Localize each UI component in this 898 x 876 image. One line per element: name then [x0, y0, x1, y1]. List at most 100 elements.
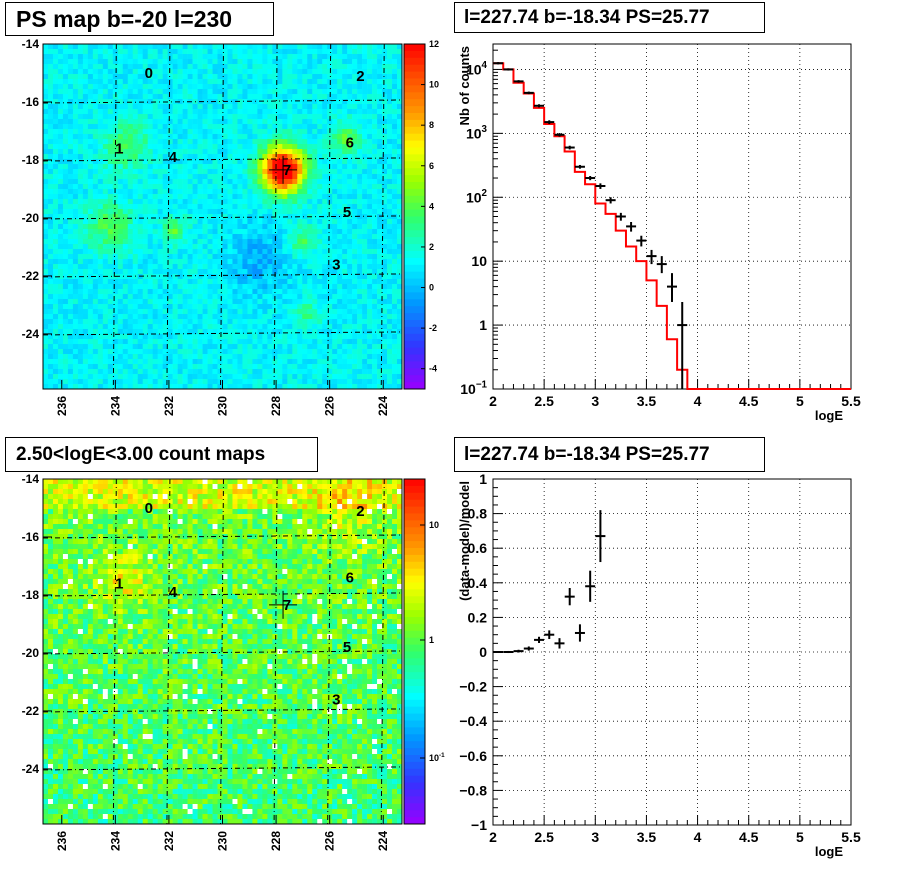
heatmap-cell: [78, 74, 83, 79]
heatmap-cell: [58, 369, 63, 374]
heatmap-cell: [208, 49, 213, 54]
heatmap-cell: [188, 59, 193, 64]
heatmap-cell: [342, 169, 347, 174]
heatmap-cell: [48, 359, 53, 364]
heatmap-cell: [113, 229, 118, 234]
heatmap-cell: [262, 309, 267, 314]
heatmap-cell: [377, 59, 382, 64]
heatmap-cell: [83, 279, 88, 284]
heatmap-cell: [322, 174, 327, 179]
heatmap-cell: [63, 194, 68, 199]
heatmap-cell: [242, 204, 247, 209]
heatmap-cell: [198, 374, 203, 379]
heatmap-cell: [312, 234, 317, 239]
heatmap-cell: [242, 259, 247, 264]
heatmap-cell: [58, 74, 63, 79]
heatmap-cell: [163, 259, 168, 264]
heatmap-cell: [297, 54, 302, 59]
heatmap-cell: [198, 234, 203, 239]
heatmap-cell: [208, 184, 213, 189]
heatmap-cell: [63, 109, 68, 114]
heatmap-cell: [342, 239, 347, 244]
heatmap-cell: [232, 194, 237, 199]
heatmap-cell: [232, 149, 237, 154]
heatmap-cell: [98, 184, 103, 189]
heatmap-cell: [352, 344, 357, 349]
heatmap-cell: [267, 124, 272, 129]
heatmap-cell: [337, 279, 342, 284]
heatmap-cell: [138, 184, 143, 189]
heatmap-cell: [277, 289, 282, 294]
heatmap-cell: [63, 264, 68, 269]
heatmap-cell: [377, 64, 382, 69]
heatmap-cell: [63, 59, 68, 64]
heatmap-cell: [382, 344, 387, 349]
heatmap-cell: [342, 179, 347, 184]
heatmap-cell: [128, 354, 133, 359]
heatmap-cell: [332, 114, 337, 119]
heatmap-cell: [322, 69, 327, 74]
heatmap-cell: [262, 299, 267, 304]
heatmap-cell: [292, 74, 297, 79]
heatmap-cell: [208, 154, 213, 159]
heatmap-cell: [93, 344, 98, 349]
heatmap-cell: [362, 129, 367, 134]
heatmap-cell: [312, 379, 317, 384]
heatmap-cell: [198, 89, 203, 94]
heatmap-cell: [108, 69, 113, 74]
heatmap-cell: [317, 84, 322, 89]
heatmap-cell: [128, 364, 133, 369]
heatmap-cell: [297, 74, 302, 79]
heatmap-cell: [63, 349, 68, 354]
heatmap-cell: [347, 174, 352, 179]
heatmap-cell: [287, 189, 292, 194]
heatmap-cell: [118, 114, 123, 119]
heatmap-cell: [342, 89, 347, 94]
heatmap-cell: [133, 104, 138, 109]
heatmap-cell: [93, 189, 98, 194]
heatmap-cell: [237, 304, 242, 309]
heatmap-cell: [218, 269, 223, 274]
heatmap-cell: [297, 139, 302, 144]
heatmap-cell: [272, 359, 277, 364]
heatmap-cell: [307, 374, 312, 379]
heatmap-cell: [133, 369, 138, 374]
heatmap-cell: [48, 249, 53, 254]
heatmap-cell: [227, 349, 232, 354]
heatmap-cell: [203, 229, 208, 234]
heatmap-cell: [347, 324, 352, 329]
heatmap-cell: [232, 334, 237, 339]
heatmap-cell: [257, 74, 262, 79]
heatmap-cell: [223, 204, 228, 209]
heatmap-cell: [198, 104, 203, 109]
heatmap-cell: [68, 219, 73, 224]
heatmap-cell: [277, 264, 282, 269]
heatmap-cell: [367, 239, 372, 244]
heatmap-cell: [198, 369, 203, 374]
heatmap-cell: [93, 369, 98, 374]
heatmap-cell: [317, 319, 322, 324]
heatmap-cell: [317, 269, 322, 274]
heatmap-cell: [357, 119, 362, 124]
heatmap-cell: [213, 224, 218, 229]
heatmap-cell: [317, 64, 322, 69]
heatmap-cell: [73, 109, 78, 114]
heatmap-cell: [163, 139, 168, 144]
heatmap-cell: [322, 314, 327, 319]
heatmap-cell: [362, 294, 367, 299]
heatmap-cell: [83, 129, 88, 134]
heatmap-cell: [133, 379, 138, 384]
heatmap-cell: [108, 319, 113, 324]
heatmap-cell: [138, 169, 143, 174]
heatmap-cell: [193, 89, 198, 94]
heatmap-cell: [178, 179, 183, 184]
heatmap-cell: [317, 324, 322, 329]
heatmap-cell: [68, 379, 73, 384]
heatmap-cell: [367, 234, 372, 239]
heatmap-cell: [78, 94, 83, 99]
heatmap-cell: [103, 189, 108, 194]
heatmap-cell: [237, 289, 242, 294]
heatmap-cell: [223, 239, 228, 244]
heatmap-cell: [322, 224, 327, 229]
heatmap-cell: [188, 254, 193, 259]
